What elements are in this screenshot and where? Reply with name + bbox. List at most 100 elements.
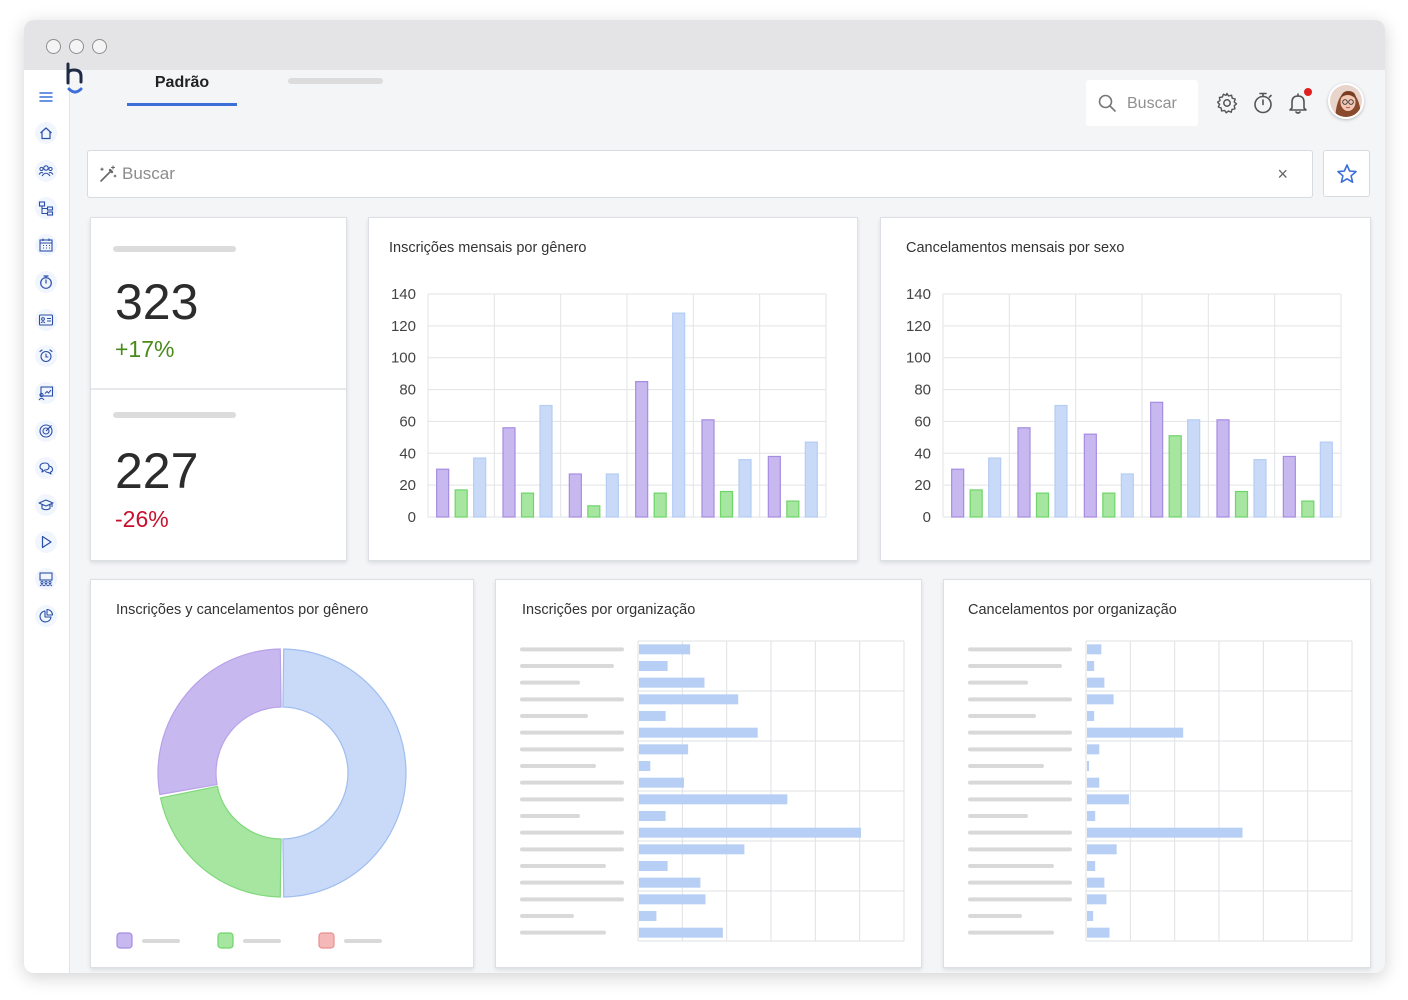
sidebar-item-users[interactable]: [35, 160, 57, 182]
sidebar-item-menu[interactable]: [35, 86, 57, 108]
category-label-placeholder: [968, 797, 1072, 802]
sidebar-item-calendar[interactable]: [35, 234, 57, 256]
bar: [539, 404, 553, 518]
tab-padrao[interactable]: Padrão: [127, 62, 237, 108]
sidebar-item-presentation[interactable]: [35, 382, 57, 404]
bar: [639, 794, 788, 805]
bar: [1319, 441, 1333, 518]
bar: [1282, 455, 1296, 518]
bar: [701, 419, 715, 518]
bar: [653, 492, 667, 518]
star-icon: [1337, 164, 1357, 183]
window-minimize-button[interactable]: [69, 39, 84, 54]
chart-card-donut: Inscrições y cancelamentos por gênero: [90, 579, 474, 968]
avatar[interactable]: [1328, 83, 1364, 119]
header-search-button[interactable]: Buscar: [1086, 80, 1198, 126]
tab-label: Padrão: [154, 74, 210, 91]
y-tick-label: 100: [906, 350, 931, 367]
sidebar: [24, 70, 70, 973]
user-avatar-icon: [1330, 85, 1362, 117]
bar: [1087, 894, 1107, 905]
category-label-placeholder: [968, 730, 1072, 735]
bar: [473, 457, 487, 518]
bar: [1054, 404, 1068, 518]
window-maximize-button[interactable]: [92, 39, 107, 54]
category-label-placeholder: [968, 697, 1072, 702]
bell-icon[interactable]: [1286, 91, 1310, 115]
category-label-placeholder: [520, 897, 624, 902]
legend-label-placeholder: [142, 939, 180, 943]
kpi-value-cancellations: 227: [115, 443, 199, 499]
registrations-by-gender-chart: 0 20 40 60 80 100 120 140: [391, 286, 827, 526]
sidebar-item-home[interactable]: [35, 122, 57, 144]
legend-swatch: [217, 932, 234, 949]
bar: [1087, 727, 1184, 738]
title-bar: [24, 20, 1385, 70]
bar: [1087, 744, 1100, 755]
chart-title: Inscrições y cancelamentos por gênero: [116, 602, 369, 618]
bar: [1150, 401, 1164, 518]
y-tick-label: 80: [399, 382, 416, 399]
bar: [639, 861, 668, 871]
brand-logo[interactable]: [64, 62, 90, 96]
chart-card-cancellations-org: Cancelamentos por organização: [943, 579, 1371, 968]
alarm-icon: [39, 349, 53, 363]
category-label-placeholder: [520, 880, 624, 885]
category-label-placeholder: [968, 864, 1054, 868]
window-close-button[interactable]: [46, 39, 61, 54]
legend-label-placeholder: [243, 939, 281, 943]
bar: [639, 777, 685, 788]
category-label-placeholder: [520, 664, 614, 668]
bar: [1087, 927, 1110, 938]
chart-card-registrations-org: Inscrições por organização: [495, 579, 922, 968]
y-tick-label: 20: [399, 477, 416, 494]
tab-placeholder[interactable]: [288, 78, 383, 84]
sidebar-item-pie-chart[interactable]: [35, 605, 57, 627]
kpi-divider: [91, 388, 346, 390]
bar: [719, 490, 734, 518]
category-label-placeholder: [520, 814, 580, 818]
bar: [1087, 777, 1100, 788]
bar: [639, 761, 651, 771]
sidebar-item-stopwatch[interactable]: [35, 271, 57, 293]
y-tick-label: 40: [914, 445, 931, 462]
bar: [1087, 794, 1129, 805]
sidebar-item-target[interactable]: [35, 420, 57, 442]
sidebar-item-play[interactable]: [35, 531, 57, 553]
target-icon: [39, 424, 53, 438]
category-label-placeholder: [520, 914, 574, 918]
sidebar-item-alarm[interactable]: [35, 345, 57, 367]
bar: [639, 677, 705, 688]
bar: [1035, 492, 1050, 518]
category-label-placeholder: [520, 764, 596, 768]
sidebar-item-id-card[interactable]: [35, 309, 57, 331]
category-label-placeholder: [520, 930, 606, 935]
bar: [639, 927, 723, 938]
bar: [1087, 811, 1096, 821]
chat-icon: [39, 462, 54, 475]
sidebar-item-meeting[interactable]: [35, 568, 57, 590]
bar: [1087, 877, 1105, 888]
search-input[interactable]: [122, 160, 1222, 188]
bar: [1087, 844, 1117, 855]
bar: [969, 489, 983, 518]
timer-icon[interactable]: [1251, 91, 1275, 115]
cancellations-by-sex-chart: 0 20 40 60 80 100 120 140: [906, 286, 1342, 526]
users-icon: [38, 165, 54, 177]
category-label-placeholder: [968, 930, 1054, 935]
bar: [639, 844, 745, 855]
y-tick-label: 0: [923, 509, 931, 526]
sidebar-item-org-chart[interactable]: [35, 197, 57, 219]
bar: [436, 468, 450, 518]
bar: [1017, 427, 1031, 518]
category-label-placeholder: [968, 830, 1072, 835]
bar: [639, 827, 862, 838]
settings-icon[interactable]: [1215, 91, 1239, 115]
favorite-button[interactable]: [1323, 150, 1370, 197]
bar: [639, 894, 706, 905]
sidebar-item-chat[interactable]: [35, 457, 57, 479]
category-label-placeholder: [520, 647, 624, 652]
category-label-placeholder: [520, 697, 624, 702]
sidebar-item-graduation[interactable]: [35, 494, 57, 516]
clear-search-button[interactable]: ×: [1277, 164, 1288, 184]
